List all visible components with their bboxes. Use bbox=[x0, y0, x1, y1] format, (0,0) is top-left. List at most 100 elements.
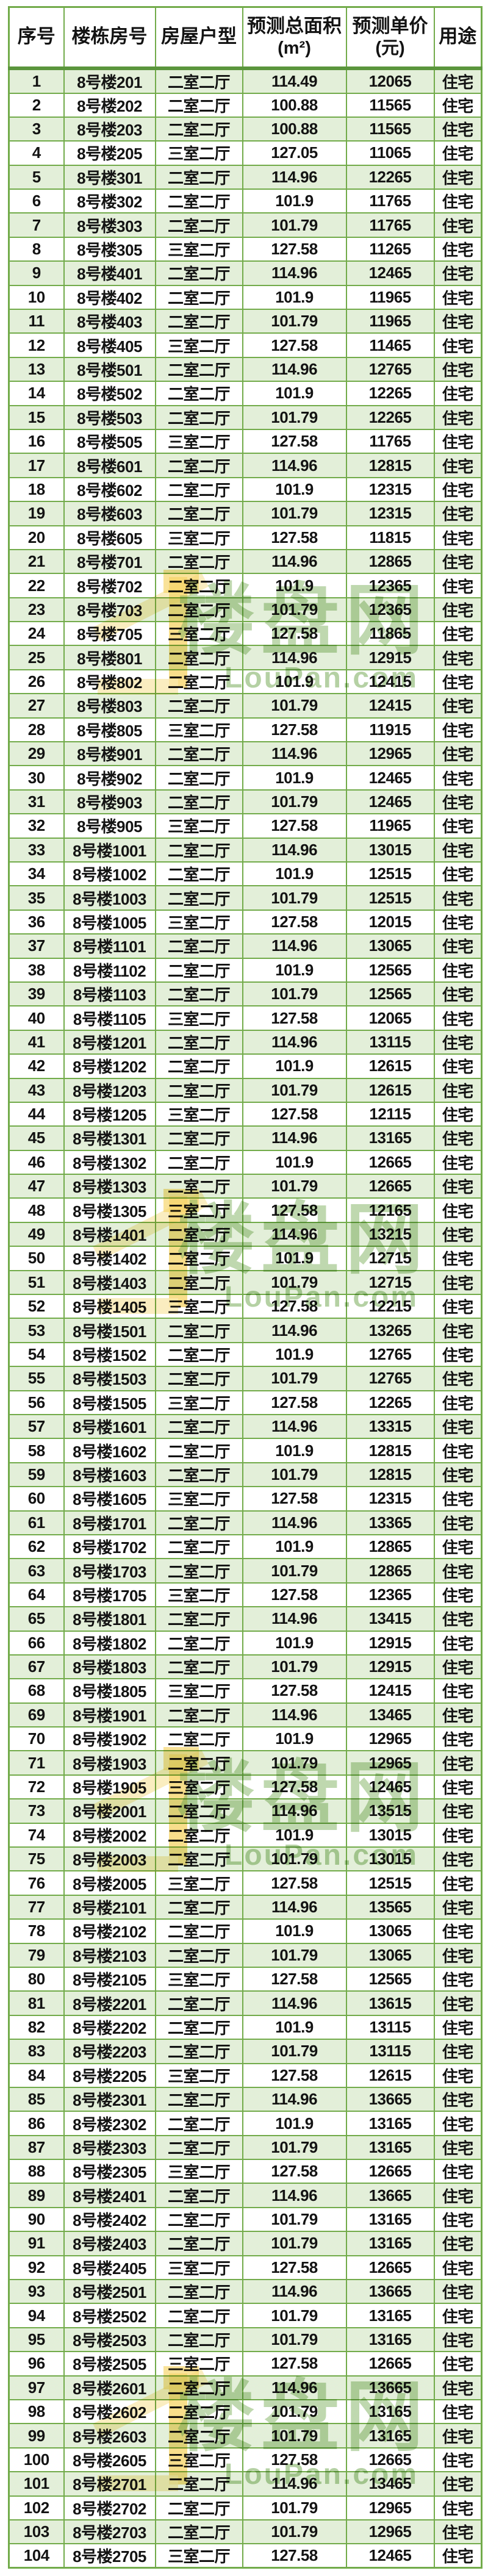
cell-price: 12815 bbox=[345, 453, 435, 478]
cell-room: 8号楼1001 bbox=[63, 837, 156, 863]
cell-seq: 64 bbox=[8, 1582, 65, 1608]
column-header-label: 房屋户型 bbox=[161, 26, 237, 48]
cell-area: 101.79 bbox=[242, 2327, 347, 2353]
cell-price: 12415 bbox=[345, 669, 435, 695]
table-row: 22 8号楼702 二室二厅 101.9 12365 住宅 bbox=[8, 573, 483, 598]
cell-price: 13665 bbox=[345, 2086, 435, 2112]
cell-use: 住宅 bbox=[433, 1798, 483, 1824]
cell-price: 12015 bbox=[345, 909, 435, 935]
cell-use: 住宅 bbox=[433, 933, 483, 959]
cell-room: 8号楼1902 bbox=[63, 1726, 156, 1752]
cell-use: 住宅 bbox=[433, 981, 483, 1007]
cell-price: 11865 bbox=[345, 621, 435, 647]
cell-seq: 84 bbox=[8, 2062, 65, 2088]
cell-room: 8号楼2402 bbox=[63, 2206, 156, 2233]
cell-area: 101.79 bbox=[242, 309, 347, 334]
cell-price: 12965 bbox=[345, 2495, 435, 2520]
cell-room: 8号楼1303 bbox=[63, 1174, 156, 1199]
table-row: 10 8号楼402 二室二厅 101.9 11965 住宅 bbox=[8, 284, 483, 310]
cell-area: 127.58 bbox=[242, 1294, 347, 1319]
cell-type: 二室二厅 bbox=[154, 2206, 243, 2233]
column-header-unit: (元) bbox=[375, 38, 405, 58]
cell-seq: 93 bbox=[8, 2279, 65, 2305]
cell-use: 住宅 bbox=[433, 164, 483, 190]
cell-area: 101.79 bbox=[242, 2303, 347, 2328]
cell-price: 12915 bbox=[345, 1630, 435, 1656]
cell-room: 8号楼2302 bbox=[63, 2111, 156, 2136]
cell-room: 8号楼1601 bbox=[63, 1413, 156, 1440]
table-header: 序号 楼栋房号 房屋户型 预测总面积 (m²) 预测单价 (元) 用途 bbox=[8, 6, 483, 70]
cell-use: 住宅 bbox=[433, 1750, 483, 1776]
cell-use: 住宅 bbox=[433, 669, 483, 695]
cell-room: 8号楼1401 bbox=[63, 1221, 156, 1247]
cell-price: 12965 bbox=[345, 1750, 435, 1776]
table-row: 77 8号楼2101 二室二厅 114.96 13565 住宅 bbox=[8, 1894, 483, 1920]
table-row: 101 8号楼2701 二室二厅 114.96 13465 住宅 bbox=[8, 2471, 483, 2497]
cell-room: 8号楼2005 bbox=[63, 1870, 156, 1896]
cell-seq: 18 bbox=[8, 476, 65, 503]
cell-type: 三室二厅 bbox=[154, 1678, 243, 1704]
cell-area: 114.96 bbox=[242, 645, 347, 670]
cell-type: 二室二厅 bbox=[154, 1942, 243, 1968]
cell-type: 三室二厅 bbox=[154, 1582, 243, 1608]
cell-type: 二室二厅 bbox=[154, 669, 243, 695]
cell-room: 8号楼1301 bbox=[63, 1125, 156, 1151]
cell-type: 二室二厅 bbox=[154, 212, 243, 238]
cell-use: 住宅 bbox=[433, 501, 483, 526]
cell-seq: 87 bbox=[8, 2134, 65, 2161]
table-row: 80 8号楼2105 三室二厅 127.58 12565 住宅 bbox=[8, 1966, 483, 1992]
cell-area: 127.58 bbox=[242, 2447, 347, 2473]
cell-price: 13165 bbox=[345, 2111, 435, 2136]
cell-price: 12665 bbox=[345, 2351, 435, 2377]
cell-type: 二室二厅 bbox=[154, 1053, 243, 1079]
column-header-type: 房屋户型 bbox=[154, 6, 243, 70]
table-row: 23 8号楼703 二室二厅 101.79 12365 住宅 bbox=[8, 597, 483, 623]
cell-type: 二室二厅 bbox=[154, 309, 243, 334]
cell-type: 二室二厅 bbox=[154, 476, 243, 503]
cell-price: 12865 bbox=[345, 548, 435, 575]
cell-use: 住宅 bbox=[433, 1678, 483, 1704]
table-row: 17 8号楼601 二室二厅 114.96 12815 住宅 bbox=[8, 453, 483, 478]
cell-seq: 58 bbox=[8, 1438, 65, 1463]
cell-price: 12365 bbox=[345, 1582, 435, 1608]
table-row: 25 8号楼801 二室二厅 114.96 12915 住宅 bbox=[8, 645, 483, 670]
cell-room: 8号楼202 bbox=[63, 92, 156, 118]
cell-type: 三室二厅 bbox=[154, 2255, 243, 2281]
cell-type: 二室二厅 bbox=[154, 1654, 243, 1680]
table-row: 20 8号楼605 三室二厅 127.58 11815 住宅 bbox=[8, 525, 483, 550]
cell-area: 101.9 bbox=[242, 381, 347, 406]
cell-area: 101.79 bbox=[242, 1462, 347, 1488]
cell-area: 114.96 bbox=[242, 2086, 347, 2112]
table-row: 28 8号楼805 三室二厅 127.58 11915 住宅 bbox=[8, 717, 483, 743]
cell-seq: 39 bbox=[8, 981, 65, 1007]
table-row: 41 8号楼1201 二室二厅 114.96 13115 住宅 bbox=[8, 1029, 483, 1055]
cell-seq: 82 bbox=[8, 2014, 65, 2040]
cell-use: 住宅 bbox=[433, 1702, 483, 1728]
cell-price: 12315 bbox=[345, 1486, 435, 1512]
cell-use: 住宅 bbox=[433, 2279, 483, 2305]
cell-price: 12865 bbox=[345, 1534, 435, 1560]
cell-room: 8号楼2705 bbox=[63, 2543, 156, 2569]
cell-area: 100.88 bbox=[242, 116, 347, 142]
cell-type: 二室二厅 bbox=[154, 573, 243, 598]
cell-area: 101.9 bbox=[242, 861, 347, 887]
cell-price: 12465 bbox=[345, 765, 435, 791]
cell-room: 8号楼1205 bbox=[63, 1101, 156, 1127]
cell-use: 住宅 bbox=[433, 332, 483, 358]
cell-type: 二室二厅 bbox=[154, 164, 243, 190]
cell-room: 8号楼403 bbox=[63, 309, 156, 334]
cell-price: 11965 bbox=[345, 284, 435, 310]
cell-seq: 29 bbox=[8, 741, 65, 767]
cell-room: 8号楼705 bbox=[63, 621, 156, 647]
cell-type: 二室二厅 bbox=[154, 1510, 243, 1535]
cell-price: 12415 bbox=[345, 1678, 435, 1704]
cell-use: 住宅 bbox=[433, 1341, 483, 1368]
table-row: 56 8号楼1505 三室二厅 127.58 12265 住宅 bbox=[8, 1390, 483, 1415]
table-row: 26 8号楼802 二室二厅 101.9 12415 住宅 bbox=[8, 669, 483, 695]
cell-use: 住宅 bbox=[433, 1606, 483, 1632]
cell-room: 8号楼1302 bbox=[63, 1149, 156, 1175]
table-row: 12 8号楼405 三室二厅 127.58 11465 住宅 bbox=[8, 332, 483, 358]
cell-area: 127.58 bbox=[242, 1486, 347, 1512]
cell-room: 8号楼503 bbox=[63, 404, 156, 430]
cell-type: 三室二厅 bbox=[154, 525, 243, 550]
